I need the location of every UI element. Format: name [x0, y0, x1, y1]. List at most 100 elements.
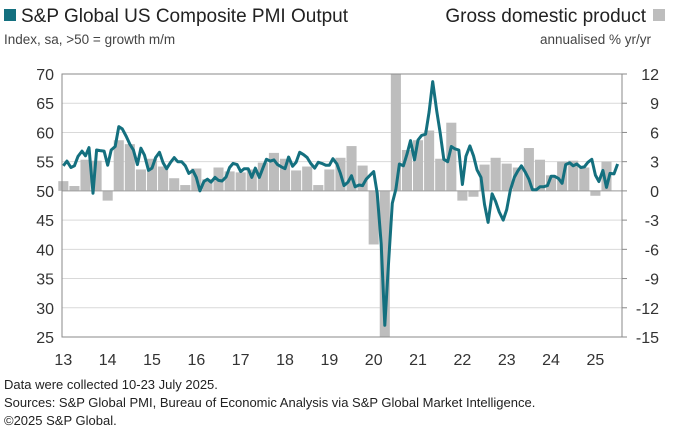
right-axis-ticks: 12 9 6 3 0 -3 -6 -9 -12 -15 [622, 67, 659, 347]
x-tick-label: 13 [54, 352, 72, 369]
left-tick-label: 50 [36, 184, 54, 201]
left-tick-label: 45 [36, 213, 54, 230]
gdp-bar-42 [523, 148, 534, 191]
pmi-line [62, 80, 620, 327]
gdp-bar-29 [379, 190, 390, 337]
gdp-bar-22 [302, 166, 313, 191]
gdp-bar-43 [534, 159, 546, 191]
gdp-bar-7 [135, 169, 146, 191]
gdp-bar-48 [590, 190, 601, 196]
plot-frame [61, 73, 623, 338]
gdp-bar-0 [58, 181, 69, 191]
gdp-bar-30 [390, 74, 401, 191]
right-tick-label: 3 [650, 155, 659, 172]
x-tick-label: 15 [143, 352, 161, 369]
gdp-legend-swatch [653, 9, 665, 21]
gdp-bar-13 [202, 179, 213, 191]
left-tick-label: 60 [36, 125, 54, 142]
pmi-legend-label: S&P Global US Composite PMI Output [21, 6, 349, 27]
pmi-axis-subtitle: Index, sa, >50 = growth m/m [4, 32, 176, 47]
gdp-bar-33 [424, 130, 435, 191]
footer-collection-note: Data were collected 10-23 July 2025. [4, 377, 218, 392]
gdp-bar-40 [501, 163, 512, 191]
gdp-bar-27 [357, 165, 368, 191]
gdp-bar-36 [457, 190, 468, 201]
gdp-bar-47 [579, 167, 590, 191]
right-tick-label: 12 [641, 67, 659, 84]
gdp-bar-16 [235, 172, 246, 191]
gdp-axis-subtitle: annualised % yr/yr [539, 32, 651, 47]
x-tick-label: 19 [320, 352, 338, 369]
gdp-bar-6 [124, 144, 135, 191]
x-tick-label: 25 [586, 352, 604, 369]
gdp-bar-34 [435, 158, 446, 191]
gdp-bar-10 [169, 178, 180, 191]
footer-sources: Sources: S&P Global PMI, Bureau of Econo… [4, 395, 536, 410]
footer-notes: Data were collected 10-23 July 2025. Sou… [4, 376, 535, 430]
right-tick-label: -15 [636, 330, 659, 347]
gdp-bar-2 [80, 159, 91, 191]
left-tick-label: 40 [36, 242, 54, 259]
gdp-bar-21 [291, 170, 302, 191]
gdp-bar-23 [313, 185, 324, 191]
left-tick-label: 55 [36, 155, 54, 172]
right-tick-label: -9 [645, 272, 659, 289]
gdp-bar-31 [401, 149, 412, 191]
gdp-bar-38 [479, 164, 490, 191]
left-tick-label: 25 [36, 330, 54, 347]
gdp-bar-15 [224, 171, 235, 191]
right-tick-label: -6 [645, 242, 659, 259]
x-tick-label: 14 [99, 352, 117, 369]
gdp-bar-3 [91, 160, 102, 191]
x-tick-label: 24 [542, 352, 560, 369]
gridlines [62, 73, 622, 338]
x-tick-label: 21 [409, 352, 427, 369]
gdp-bar-37 [468, 190, 479, 197]
gdp-bar-18 [257, 162, 268, 191]
x-tick-label: 16 [187, 352, 205, 369]
gdp-bar-17 [246, 169, 257, 191]
gdp-bar-39 [490, 157, 501, 191]
right-tick-label: -3 [645, 213, 659, 230]
x-tick-label: 23 [498, 352, 516, 369]
x-axis-ticks: 13 14 15 16 17 18 19 20 21 22 23 24 25 [54, 352, 604, 369]
left-tick-label: 35 [36, 272, 54, 289]
gdp-bar-28 [368, 190, 379, 245]
gdp-bar-41 [512, 167, 523, 191]
right-tick-label: 6 [650, 125, 659, 142]
gdp-bar-11 [180, 185, 191, 191]
gdp-bar-8 [146, 158, 158, 191]
x-tick-label: 22 [453, 352, 471, 369]
gdp-bar-35 [446, 122, 457, 191]
pmi-legend: S&P Global US Composite PMI Output [4, 6, 348, 28]
gdp-bar-44 [546, 175, 557, 191]
left-tick-label: 65 [36, 96, 54, 113]
gdp-bar-1 [69, 186, 80, 191]
x-tick-label: 17 [232, 352, 250, 369]
gdp-bar-5 [113, 140, 124, 191]
left-axis-ticks: 70 65 60 55 50 45 40 35 30 25 [36, 67, 54, 347]
left-tick-label: 70 [36, 67, 54, 84]
gdp-bar-24 [324, 169, 335, 191]
gdp-bar-32 [412, 140, 424, 191]
gdp-bar-49 [601, 161, 612, 191]
x-tick-label: 18 [276, 352, 294, 369]
x-tick-label: 20 [365, 352, 383, 369]
plot-border [61, 73, 623, 338]
footer-copyright: ©2025 S&P Global. [4, 413, 117, 428]
pmi-legend-swatch [4, 9, 16, 21]
right-tick-label: -12 [636, 301, 659, 318]
gdp-bar-4 [102, 190, 113, 201]
gdp-legend-label: Gross domestic product [445, 6, 646, 27]
gdp-legend: Gross domestic product [445, 6, 665, 28]
gdp-bar-26 [346, 146, 357, 191]
gdp-bar-19 [268, 152, 279, 191]
pmi-line-group [62, 80, 620, 327]
right-tick-label: 0 [650, 184, 659, 201]
gdp-bar-46 [568, 160, 579, 191]
right-tick-label: 9 [650, 96, 659, 113]
gdp-bar-20 [279, 158, 291, 191]
left-tick-label: 30 [36, 301, 54, 318]
gdp-bars [58, 74, 612, 337]
